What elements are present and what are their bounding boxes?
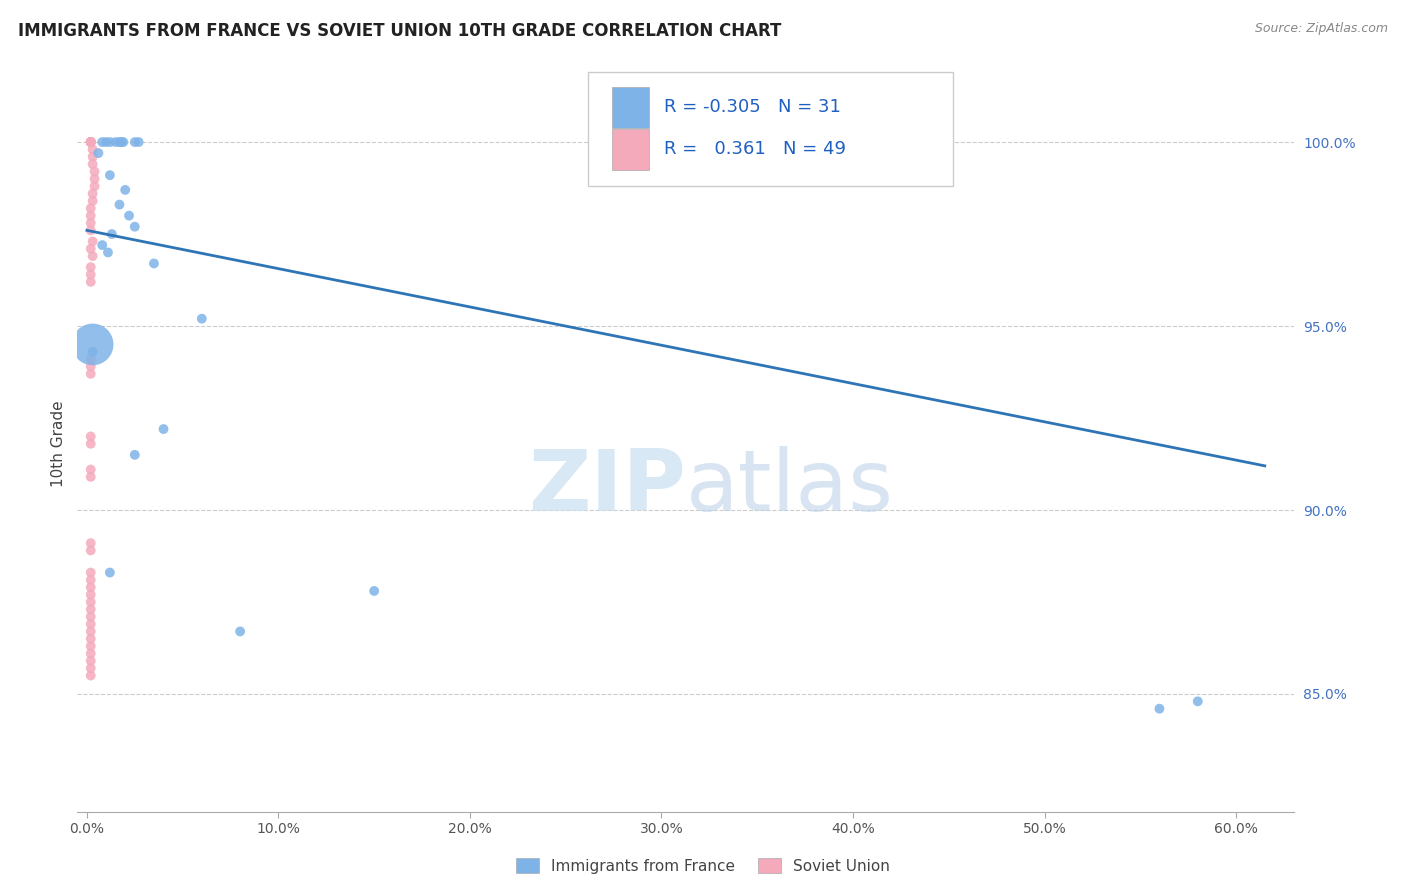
Point	[124, 135, 146, 149]
Point	[80, 668, 103, 682]
Point	[80, 566, 103, 580]
Point	[80, 470, 103, 484]
Point	[80, 543, 103, 558]
Point	[142, 256, 165, 270]
Point	[80, 135, 103, 149]
Point	[124, 448, 146, 462]
Point	[80, 135, 103, 149]
Point	[80, 661, 103, 675]
Point	[80, 352, 103, 367]
Point	[80, 268, 103, 282]
Point	[128, 135, 150, 149]
Point	[98, 566, 121, 580]
Point	[363, 583, 385, 598]
Point	[82, 142, 104, 156]
Point	[80, 135, 103, 149]
Point	[108, 135, 131, 149]
Point	[80, 462, 103, 476]
Point	[80, 135, 103, 149]
Point	[80, 436, 103, 450]
Text: IMMIGRANTS FROM FRANCE VS SOVIET UNION 10TH GRADE CORRELATION CHART: IMMIGRANTS FROM FRANCE VS SOVIET UNION 1…	[18, 22, 782, 40]
Y-axis label: 10th Grade: 10th Grade	[51, 401, 66, 487]
Point	[83, 171, 105, 186]
Point	[114, 183, 136, 197]
Point	[82, 186, 104, 201]
Point	[82, 337, 104, 351]
Text: atlas: atlas	[686, 446, 893, 530]
Point	[229, 624, 252, 639]
Point	[98, 135, 121, 149]
Point	[112, 135, 135, 149]
Point	[82, 235, 104, 249]
Point	[803, 135, 825, 149]
Point	[80, 216, 103, 230]
Point	[80, 275, 103, 289]
Point	[87, 146, 110, 161]
Point	[80, 359, 103, 374]
Point	[80, 429, 103, 443]
Text: ZIP: ZIP	[527, 446, 686, 530]
Point	[1187, 694, 1209, 708]
Point	[108, 197, 131, 211]
Point	[118, 209, 141, 223]
Point	[80, 632, 103, 646]
Point	[80, 135, 103, 149]
Point	[80, 654, 103, 668]
Point	[97, 245, 120, 260]
Point	[98, 168, 121, 182]
Point	[80, 602, 103, 616]
Point	[80, 536, 103, 550]
Point	[82, 194, 104, 208]
FancyBboxPatch shape	[613, 129, 650, 169]
Text: R =   0.361   N = 49: R = 0.361 N = 49	[664, 140, 845, 159]
Point	[785, 135, 807, 149]
FancyBboxPatch shape	[613, 87, 650, 128]
Point	[152, 422, 174, 436]
Point	[124, 219, 146, 234]
Point	[80, 580, 103, 594]
Point	[80, 588, 103, 602]
Point	[80, 595, 103, 609]
Point	[82, 249, 104, 263]
Text: Source: ZipAtlas.com: Source: ZipAtlas.com	[1254, 22, 1388, 36]
Point	[80, 573, 103, 587]
Point	[80, 201, 103, 215]
Point	[91, 135, 114, 149]
Point	[80, 367, 103, 381]
Point	[80, 617, 103, 632]
Point	[110, 135, 132, 149]
Point	[80, 242, 103, 256]
Point	[82, 344, 104, 359]
Point	[80, 639, 103, 653]
Text: R = -0.305   N = 31: R = -0.305 N = 31	[664, 98, 841, 117]
Point	[80, 260, 103, 274]
Point	[83, 179, 105, 194]
Point	[101, 227, 124, 241]
Point	[91, 238, 114, 252]
Point	[80, 609, 103, 624]
Point	[80, 135, 103, 149]
Point	[80, 135, 103, 149]
Point	[80, 209, 103, 223]
FancyBboxPatch shape	[588, 72, 953, 186]
Point	[83, 164, 105, 178]
Point	[80, 647, 103, 661]
Point	[82, 150, 104, 164]
Point	[80, 624, 103, 639]
Legend: Immigrants from France, Soviet Union: Immigrants from France, Soviet Union	[510, 852, 896, 880]
Point	[82, 157, 104, 171]
Point	[1149, 701, 1171, 715]
Point	[80, 135, 103, 149]
Point	[104, 135, 127, 149]
Point	[80, 223, 103, 237]
Point	[94, 135, 117, 149]
Point	[191, 311, 214, 326]
